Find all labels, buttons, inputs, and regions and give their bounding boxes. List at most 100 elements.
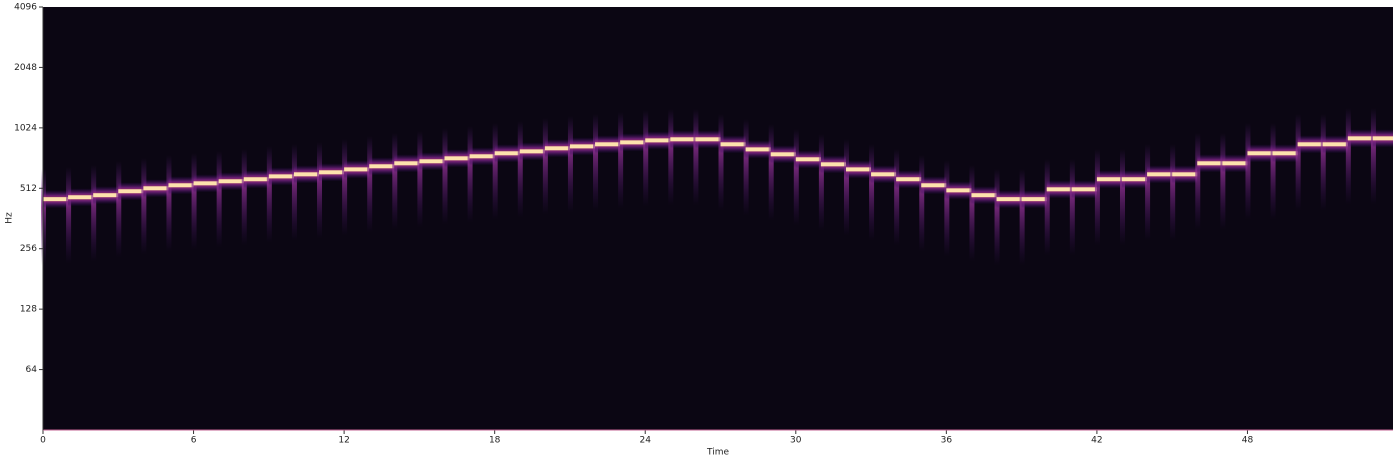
x-tick-label: 48 [1242, 436, 1254, 446]
pitch-band [1347, 136, 1373, 141]
onset-spike [166, 155, 172, 252]
pitch-band [770, 152, 796, 157]
x-tick-label: 24 [640, 436, 652, 446]
pitch-band [1197, 161, 1223, 166]
onset-spike [894, 149, 900, 246]
pitch-band [1297, 142, 1323, 147]
onset-spike [367, 136, 373, 233]
onset-spike [1145, 144, 1151, 241]
onset-spike [517, 121, 523, 218]
x-tick-label: 6 [191, 436, 197, 446]
onset-spike [1195, 133, 1201, 230]
onset-spike [919, 155, 925, 252]
y-tick-label: 2048 [14, 63, 37, 73]
onset-spike [1094, 149, 1100, 246]
onset-spike [1119, 149, 1125, 246]
pitch-band [93, 193, 119, 198]
pitch-band [43, 197, 69, 202]
onset-spike [191, 153, 197, 250]
pitch-band [1021, 197, 1047, 202]
y-tick-label: 256 [20, 244, 37, 254]
onset-spike [743, 119, 749, 216]
pitch-band [720, 142, 746, 147]
onset-spike [241, 149, 247, 246]
onset-spike [944, 160, 950, 257]
pitch-band [946, 188, 972, 193]
onset-spike [1345, 108, 1351, 205]
onset-spike [869, 144, 875, 241]
onset-spike [417, 131, 423, 228]
onset-spike [266, 146, 272, 243]
y-tick-label: 1024 [14, 123, 37, 133]
onset-spike [116, 161, 122, 258]
onset-spike [492, 123, 498, 220]
onset-spike [317, 142, 323, 239]
x-tick-label: 12 [338, 436, 349, 446]
pitch-band [1222, 161, 1248, 166]
x-tick-label: 0 [40, 436, 46, 446]
pitch-band [218, 179, 244, 184]
pitch-band [871, 172, 897, 177]
onset-spike [1320, 114, 1326, 211]
pitch-band [645, 138, 671, 143]
onset-spike [1220, 133, 1226, 230]
onset-spike [768, 124, 774, 221]
pitch-band [319, 170, 345, 175]
pitch-band [494, 151, 520, 156]
pitch-band [845, 167, 872, 172]
x-tick-label: 42 [1091, 436, 1102, 446]
y-axis-label: Hz [5, 212, 15, 224]
onset-spike [467, 126, 473, 223]
pitch-band [745, 147, 771, 152]
onset-spike [668, 109, 674, 206]
pitch-band [820, 162, 846, 167]
x-tick-label: 18 [489, 436, 501, 446]
pitch-band [1096, 177, 1122, 182]
onset-spike [1295, 114, 1301, 211]
pitch-band [469, 154, 495, 159]
onset-spike [567, 116, 573, 213]
onset-spike [141, 158, 147, 255]
onset-spike [342, 139, 348, 236]
x-tick-label: 36 [941, 436, 953, 446]
x-tick-label: 30 [790, 436, 802, 446]
pitch-band [193, 181, 219, 186]
onset-spike [969, 164, 975, 262]
pitch-band [670, 137, 696, 142]
pitch-band [68, 195, 94, 200]
onset-spike [843, 139, 849, 236]
pitch-band [1322, 142, 1348, 147]
pitch-band [996, 197, 1022, 202]
onset-spike [643, 110, 649, 207]
onset-spike [693, 109, 699, 206]
onset-spike [994, 168, 1000, 266]
pitch-band [243, 177, 269, 182]
pitch-band [268, 174, 294, 179]
pitch-band [444, 156, 470, 161]
pitch-band [519, 149, 545, 154]
y-tick-label: 128 [20, 305, 37, 315]
pitch-band [1272, 151, 1298, 156]
pitch-band [569, 144, 596, 149]
onset-spike [1044, 159, 1050, 256]
pitch-band [1172, 172, 1198, 177]
pitch-band [921, 183, 947, 188]
x-axis-label: Time [706, 448, 729, 458]
pitch-band [1247, 151, 1273, 156]
pitch-band [1046, 187, 1072, 192]
pitch-band [369, 164, 395, 169]
y-tick-label: 4096 [14, 3, 37, 13]
pitch-band [971, 193, 997, 198]
onset-spike [442, 128, 448, 225]
pitch-band [896, 177, 922, 182]
onset-spike [1069, 159, 1075, 256]
onset-spike [542, 118, 548, 215]
onset-spike [66, 167, 72, 264]
pitch-band [293, 172, 320, 177]
onset-spike [818, 134, 824, 231]
onset-spike [1245, 123, 1251, 220]
pitch-band [1071, 187, 1097, 192]
onset-spike [1270, 123, 1276, 220]
onset-spike [793, 129, 799, 226]
